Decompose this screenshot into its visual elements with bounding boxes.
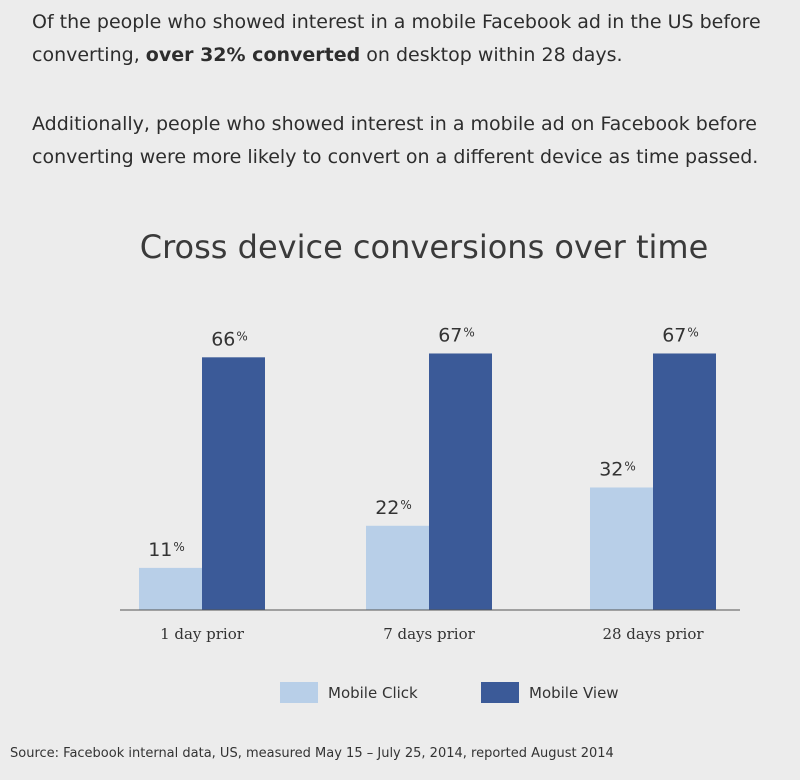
legend-label-mobile-click: Mobile Click: [328, 684, 418, 702]
intro-text-start: Of the people who showed interest in a m…: [32, 11, 761, 66]
bar-mobile-click-7-days-prior: [366, 525, 429, 610]
value-label-mobile-view-28-days-prior: 67%: [662, 324, 699, 346]
value-label-mobile-click-1-day-prior: 11%: [148, 539, 185, 561]
category-label-28-days-prior: 28 days prior: [602, 625, 704, 643]
category-labels-group: 1 day prior 7 days prior 28 days prior: [160, 625, 704, 643]
bars-group: [139, 353, 716, 610]
value-label-mobile-click-7-days-prior: 22%: [375, 497, 412, 519]
bar-mobile-click-28-days-prior: [590, 487, 653, 610]
legend-label-mobile-view: Mobile View: [529, 684, 619, 702]
legend-swatch-mobile-click: [280, 682, 318, 703]
value-label-mobile-click-28-days-prior: 32%: [599, 458, 636, 480]
value-label-mobile-view-7-days-prior: 67%: [438, 324, 475, 346]
bar-chart: Cross device conversions over time 11% 66…: [120, 228, 740, 703]
intro-text-end: on desktop within 28 days.: [360, 44, 623, 66]
value-labels-group: 11% 66% 22% 67% 32% 67%: [148, 324, 699, 560]
category-label-7-days-prior: 7 days prior: [383, 625, 475, 643]
intro-highlight: over 32% converted: [145, 44, 361, 66]
bar-mobile-view-7-days-prior: [429, 353, 492, 610]
legend: Mobile Click Mobile View: [280, 682, 619, 703]
bar-mobile-view-28-days-prior: [653, 353, 716, 610]
value-label-mobile-view-1-day-prior: 66%: [211, 328, 248, 350]
intro-paragraph-1: Of the people who showed interest in a m…: [32, 6, 792, 72]
legend-swatch-mobile-view: [481, 682, 519, 703]
category-label-1-day-prior: 1 day prior: [160, 625, 245, 643]
intro-paragraph-2: Additionally, people who showed interest…: [32, 113, 759, 168]
source-note: Source: Facebook internal data, US, meas…: [10, 746, 614, 761]
chart-title: Cross device conversions over time: [140, 228, 709, 266]
bar-mobile-click-1-day-prior: [139, 567, 202, 610]
bar-mobile-view-1-day-prior: [202, 357, 265, 610]
